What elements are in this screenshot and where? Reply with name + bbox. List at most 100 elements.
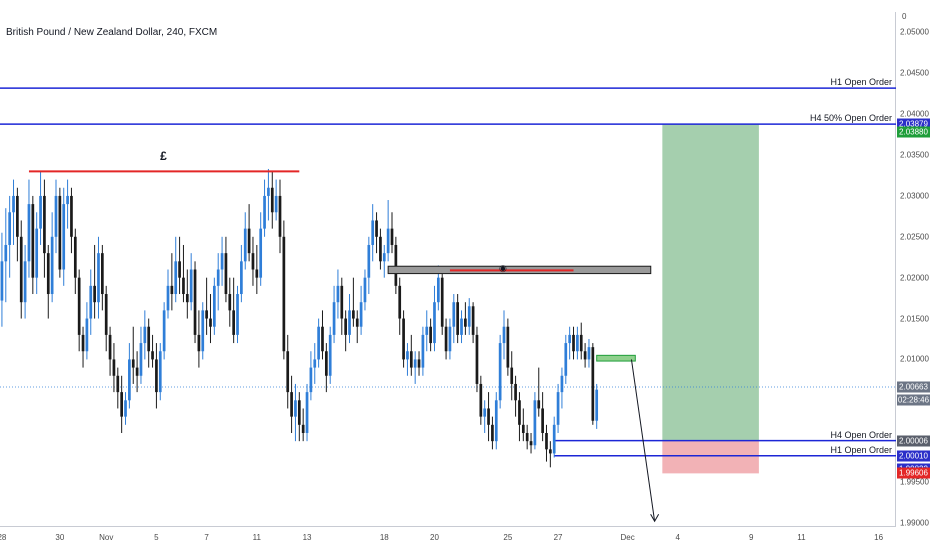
candle-body [537,400,541,409]
candle-body [232,310,236,335]
y-tick-label: 2.03000 [900,191,929,201]
candle-body [328,334,332,376]
candle-body [556,392,560,425]
candle-body [324,351,328,376]
candle-body [35,228,39,278]
candle-body [452,302,456,327]
price-tag: 1.99606 [897,467,930,479]
y-tick-label: 2.01500 [900,314,929,324]
candle-body [475,334,479,384]
candle-body [278,195,282,237]
candle-body [305,392,309,433]
candle-body [58,195,62,270]
candle-body [46,253,50,295]
loss-zone [662,440,759,474]
candle-body [205,310,208,319]
candle-body [572,334,575,352]
candle-body [124,400,127,417]
candle-body [541,408,544,433]
x-tick-label: 20 [430,533,439,542]
candle-body [267,187,270,196]
x-tick-label: 5 [154,533,159,542]
candle-body [143,326,147,344]
candle-body [464,318,467,327]
candle-body [263,195,266,229]
candle-body [100,253,104,295]
candle-body [587,347,591,360]
candle-body [367,244,371,278]
green-zone [596,354,636,362]
candle-body [162,310,166,352]
candle-body [297,400,301,425]
candle-body [352,310,355,319]
candle-body [290,392,293,417]
candle-body [4,244,8,262]
x-tick-label: Nov [99,533,114,542]
x-tick-label: 7 [204,533,209,542]
x-tick-label: 4 [675,533,681,542]
arrow-line [630,359,656,522]
x-tick-label: Dec [620,533,635,542]
x-tick-label: 16 [874,533,884,542]
y-tick-label: 2.01000 [900,354,929,364]
candle-body [460,318,463,335]
candle-body [128,359,131,401]
candle-body [402,318,405,360]
candle-body [39,195,42,229]
candle-body [73,236,77,278]
x-tick-label: 30 [55,533,65,542]
price-tag: 2.00663 [897,381,930,393]
candle-body [506,326,510,368]
x-tick-label: 28 [0,533,7,542]
candle-body [548,449,552,454]
candle-body [317,326,320,360]
candle-body [398,285,402,319]
arrow-head [650,514,660,523]
candle-body [212,285,216,327]
candle-body [386,228,390,254]
candle-body [93,285,96,303]
candle-body [390,228,394,245]
candle-body [583,351,587,360]
level-label: H4 50% Open Order [809,113,892,124]
candle-body [189,269,193,303]
candle-body [166,285,170,311]
candle-body [595,389,599,421]
eye-icon: ◉ [499,263,507,274]
candle-body [487,408,490,425]
candle-body [425,326,429,335]
candle-body [247,228,251,254]
candle-body [62,204,66,270]
candle-body [521,424,525,433]
candle-body [201,310,205,352]
candle-body [409,351,413,368]
candle-body [576,334,579,352]
candle-body [375,220,378,237]
candle-body [236,294,239,335]
candle-body [440,277,444,327]
candle-body [444,326,448,352]
candle-body [116,375,120,393]
candle-body [81,334,85,352]
candle-body [525,432,529,442]
candle-body [355,318,359,327]
candle-body [336,285,340,303]
level-label: H1 Open Order [830,77,892,88]
candle-body [436,277,440,303]
candle-body [104,294,108,335]
candle-body [286,351,290,393]
candle-body [193,269,197,335]
candle-body [135,367,139,376]
candle-body [494,400,498,442]
candle-body [85,318,89,352]
y-axis-top-label: 0 [902,12,907,21]
candle-body [429,326,432,344]
plot-area[interactable] [0,12,896,527]
candle-body [483,408,487,417]
candle-body [43,195,46,254]
candle-body [332,302,336,335]
candle-body [518,400,521,425]
price-tag: 2.00010 [897,450,930,462]
